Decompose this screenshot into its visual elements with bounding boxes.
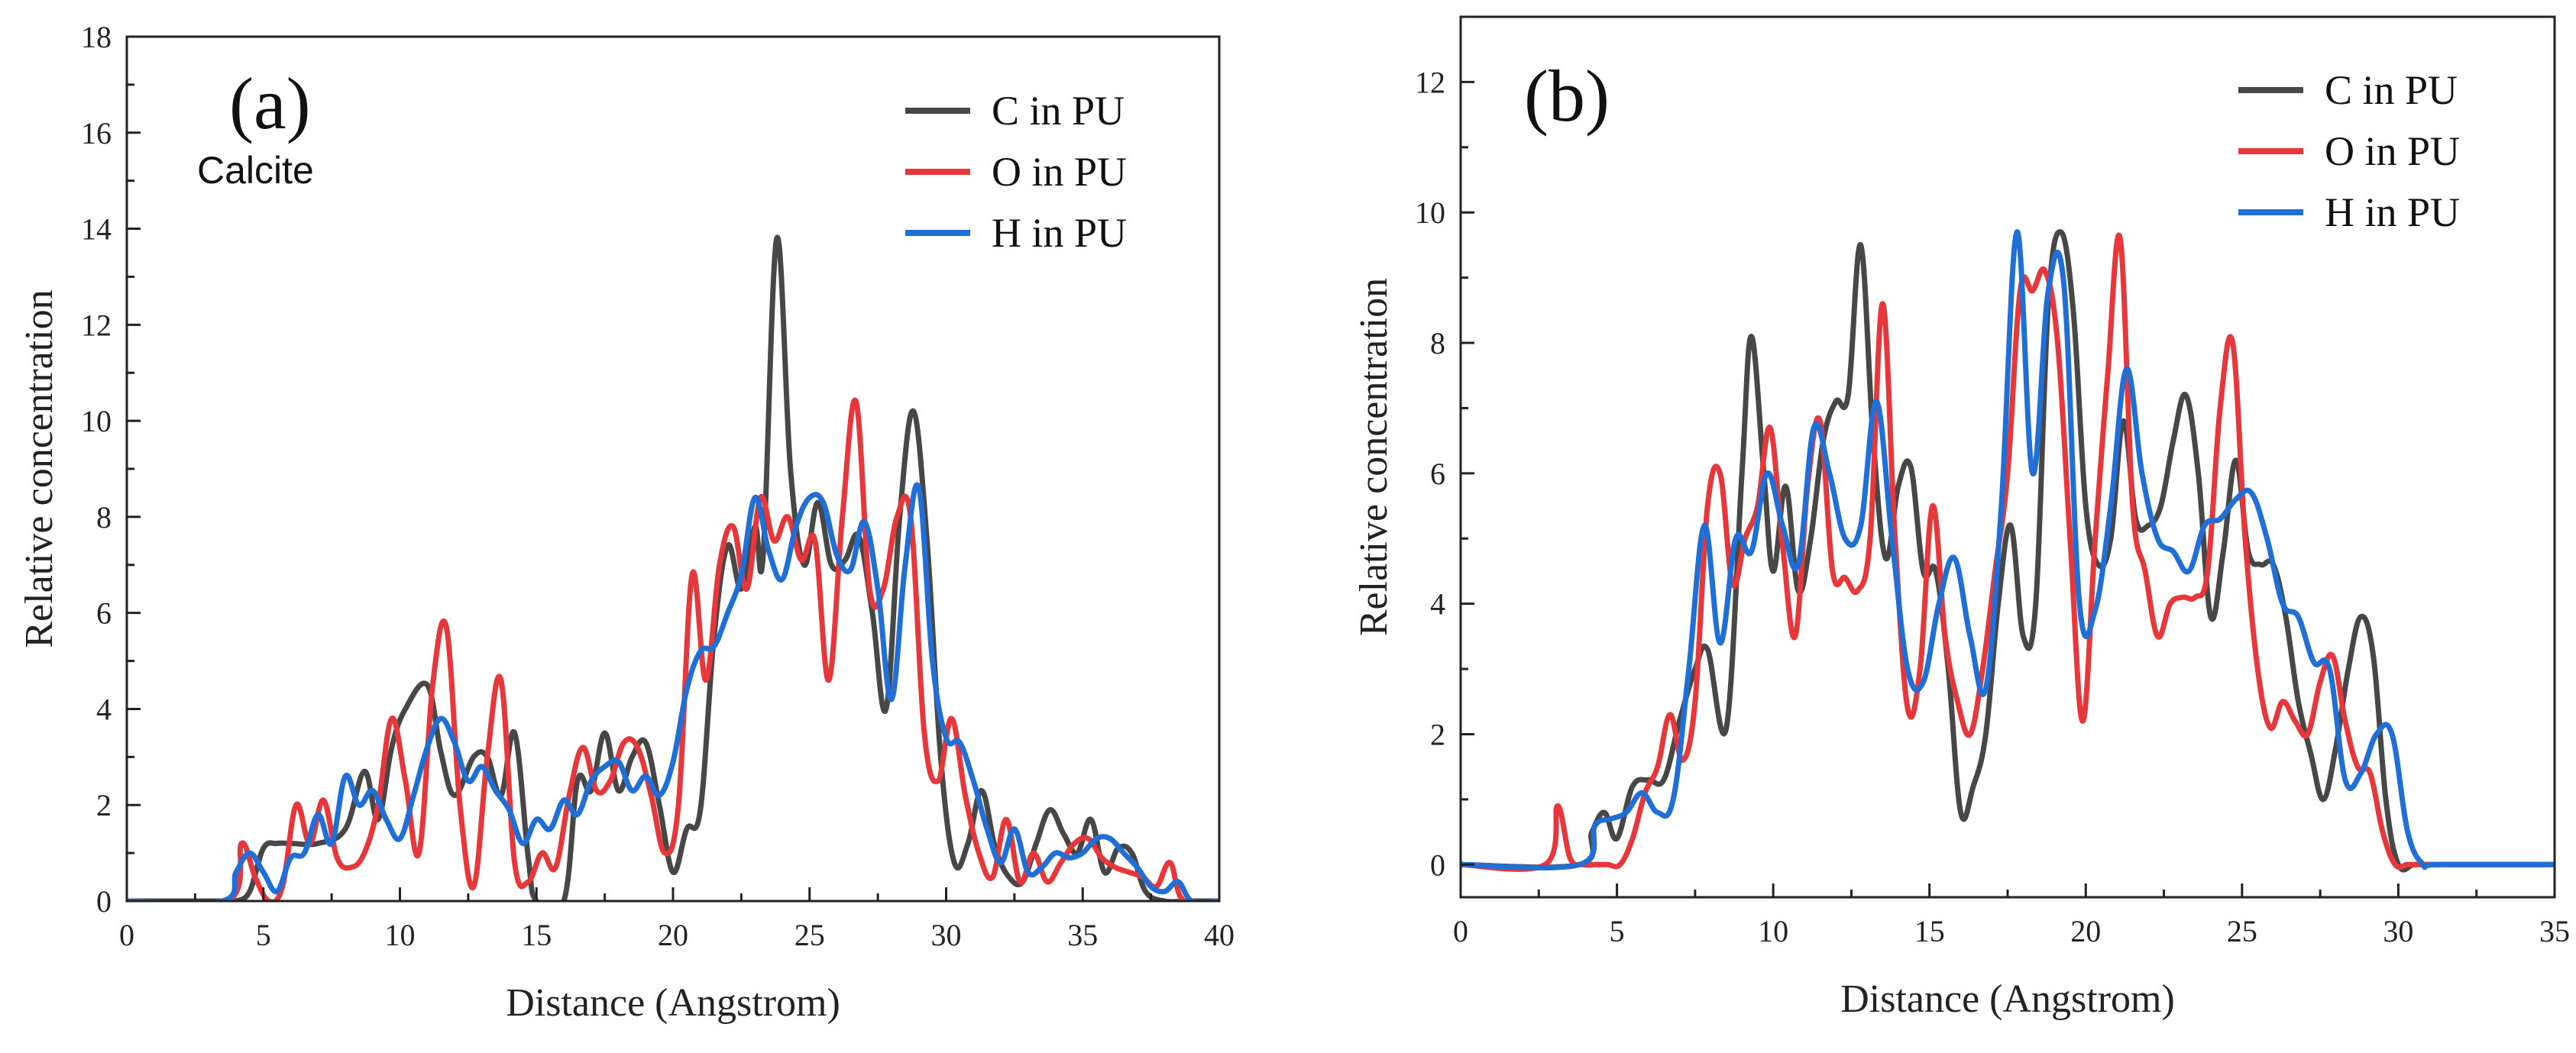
x-tick-label: 15 (1914, 914, 1945, 948)
x-tick-label: 10 (385, 918, 416, 952)
x-tick-label: 30 (931, 918, 962, 952)
x-tick-label: 0 (119, 918, 134, 952)
legend: C in PU O in PU H in PU (905, 88, 1127, 256)
x-tick-label: 35 (1067, 918, 1098, 952)
x-tick-label: 25 (2227, 914, 2257, 948)
series-group (127, 234, 1219, 901)
y-tick-label: 2 (1430, 717, 1445, 751)
y-tick-label: 6 (1430, 457, 1445, 491)
x-tick-label: 30 (2383, 914, 2413, 948)
x-axis-title: Distance (Angstrom) (506, 981, 840, 1025)
y-tick-label: 6 (96, 596, 112, 631)
series-group (1461, 229, 2555, 873)
y-tick-label: 14 (81, 212, 112, 247)
panel-sublabel: Calcite (197, 149, 314, 192)
x-tick-label: 20 (2070, 914, 2101, 948)
y-tick-label: 10 (81, 404, 112, 438)
y-axis-title: Relative concentration (1352, 278, 1396, 636)
y-tick-label: 4 (96, 692, 112, 726)
y-tick-label: 16 (81, 116, 112, 150)
y-tick-label: 0 (1430, 848, 1445, 882)
legend-label: H in PU (992, 210, 1127, 256)
panel-label: (b) (1524, 55, 1610, 137)
x-tick-label: 20 (658, 918, 688, 952)
y-tick-label: 2 (96, 788, 112, 822)
series-line-h (127, 482, 1219, 901)
y-tick-label: 8 (1430, 326, 1445, 360)
y-tick-label: 12 (81, 308, 112, 342)
y-tick-label: 12 (1415, 65, 1445, 99)
series-line-o (1461, 232, 2555, 872)
x-tick-label: 15 (521, 918, 552, 952)
legend-label: C in PU (2325, 67, 2458, 113)
y-tick-label: 18 (81, 20, 112, 54)
chart-panel-a: 0 5 10 15 20 25 30 35 40 0 2 4 6 8 10 12 14 16 18 Distance … (18, 20, 1235, 1025)
legend-label: O in PU (992, 149, 1127, 195)
y-axis-title: Relative concentration (18, 289, 61, 648)
x-tick-label: 10 (1758, 914, 1788, 948)
legend-label: O in PU (2325, 128, 2460, 174)
legend-label: C in PU (992, 88, 1125, 134)
chart-panel-b: 0 5 10 15 20 25 30 35 0 2 4 6 8 10 12 Distance (Angstro… (1352, 15, 2570, 1021)
x-tick-label: 5 (256, 918, 271, 952)
legend-label: H in PU (2325, 189, 2460, 235)
y-tick-label: 4 (1430, 587, 1445, 622)
x-tick-label: 5 (1610, 914, 1625, 948)
panel-label: (a) (229, 63, 311, 144)
x-tick-label: 25 (794, 918, 825, 952)
x-tick-label: 0 (1453, 914, 1468, 948)
x-axis-title: Distance (Angstrom) (1840, 977, 2175, 1021)
series-line-o (127, 397, 1219, 901)
series-line-h (1461, 229, 2555, 871)
series-line-c (127, 234, 1219, 901)
legend: C in PU O in PU H in PU (2238, 67, 2460, 235)
y-tick-label: 0 (96, 884, 112, 919)
x-tick-label: 40 (1204, 918, 1235, 952)
y-tick-label: 10 (1415, 195, 1445, 230)
y-tick-label: 8 (96, 500, 112, 535)
x-tick-label: 35 (2539, 914, 2570, 948)
